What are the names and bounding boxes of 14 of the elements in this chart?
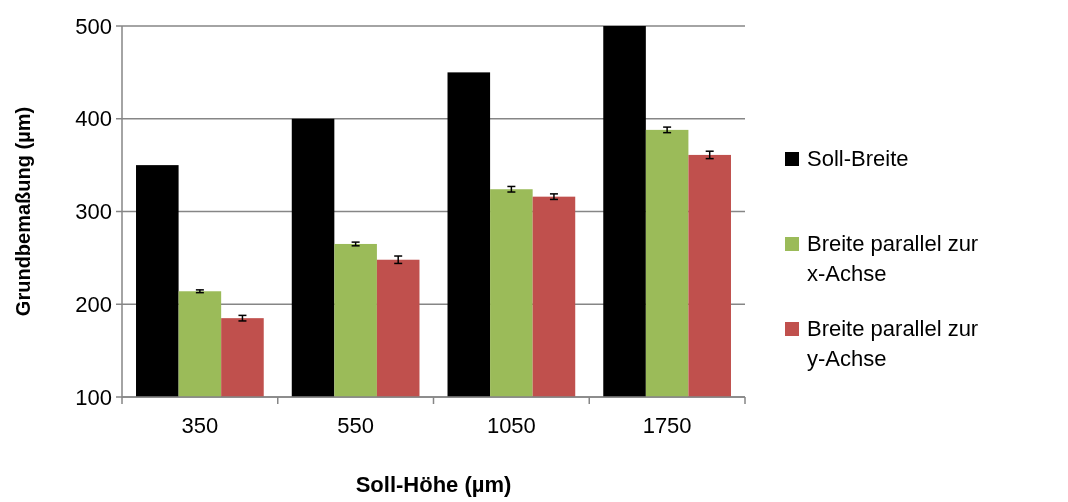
x-tick-label: 350 — [181, 413, 219, 438]
y-tick-label: 400 — [75, 106, 112, 132]
y-tick-label: 100 — [75, 384, 112, 410]
x-axis-title: Soll-Höhe (µm) — [355, 472, 512, 497]
legend-label: Breite parallel zur y-Achse — [807, 316, 979, 371]
y-axis-title: Grundbemaßung (µm) — [12, 106, 34, 317]
y-tick-label: 300 — [75, 199, 112, 225]
y-tick-label: 200 — [75, 291, 112, 317]
legend-label: Soll-Breite — [807, 146, 909, 171]
x-tick-label: 1750 — [642, 413, 692, 438]
y-tick-label: 500 — [75, 13, 112, 39]
x-tick-label: 550 — [337, 413, 374, 438]
x-tick-label: 1050 — [486, 413, 536, 438]
legend-label: Breite parallel zur x-Achse — [807, 231, 979, 286]
